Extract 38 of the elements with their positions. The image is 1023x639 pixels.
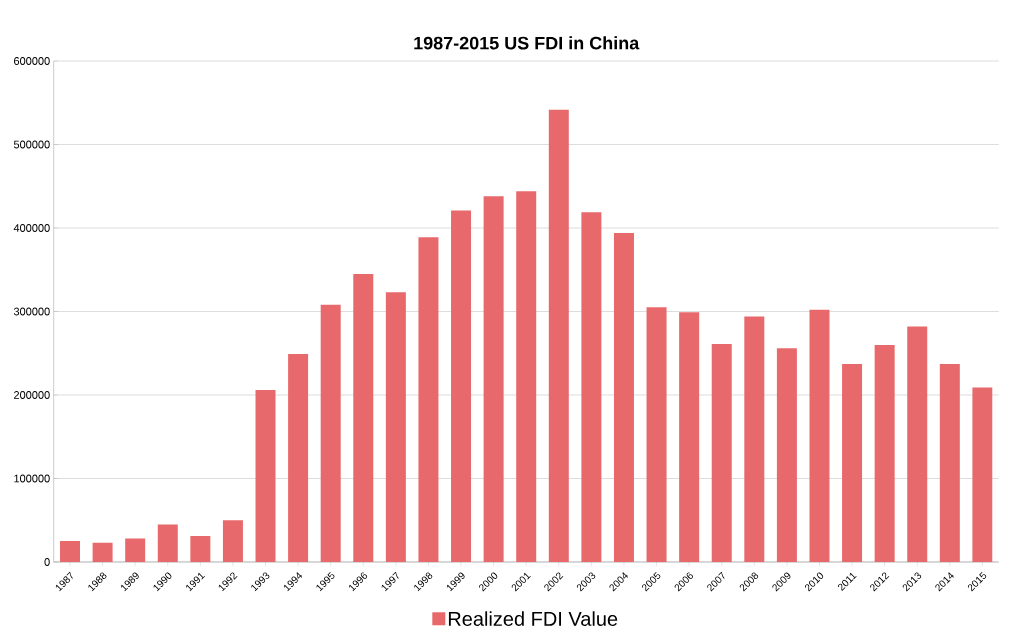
bar: [190, 536, 211, 562]
bar: [385, 292, 406, 562]
bar: [907, 326, 928, 562]
chart-title: 1987-2015 US FDI in China: [414, 36, 640, 50]
y-tick-label: 400000: [13, 224, 50, 232]
bar: [516, 191, 537, 562]
bar: [874, 344, 895, 562]
bar: [320, 304, 341, 562]
bar: [613, 233, 634, 562]
bar: [646, 307, 667, 562]
bar: [972, 387, 993, 562]
bar: [744, 316, 765, 562]
bar: [92, 542, 113, 562]
bar: [809, 309, 830, 562]
bar: [125, 538, 146, 562]
bar: [222, 520, 243, 562]
bar: [418, 237, 439, 562]
bar: [353, 273, 374, 562]
bar: [711, 344, 732, 562]
bar: [842, 364, 863, 562]
y-tick-label: 100000: [14, 474, 50, 483]
legend-label: Realized FDI Value: [448, 611, 618, 626]
bar: [548, 109, 569, 562]
y-tick-label: 500000: [13, 140, 50, 149]
y-tick-label: 300000: [13, 307, 50, 316]
bar: [679, 312, 700, 562]
bar: [255, 389, 276, 562]
bar: [288, 354, 309, 562]
bar: [483, 196, 504, 562]
y-tick-label: 0: [44, 558, 50, 566]
y-tick-label: 200000: [14, 391, 50, 399]
bar: [939, 364, 960, 562]
bar: [60, 541, 81, 562]
bar: [776, 348, 797, 562]
bar: [157, 524, 178, 562]
bar: [451, 210, 472, 562]
bar: [581, 212, 602, 562]
y-tick-label: 600000: [14, 57, 50, 65]
